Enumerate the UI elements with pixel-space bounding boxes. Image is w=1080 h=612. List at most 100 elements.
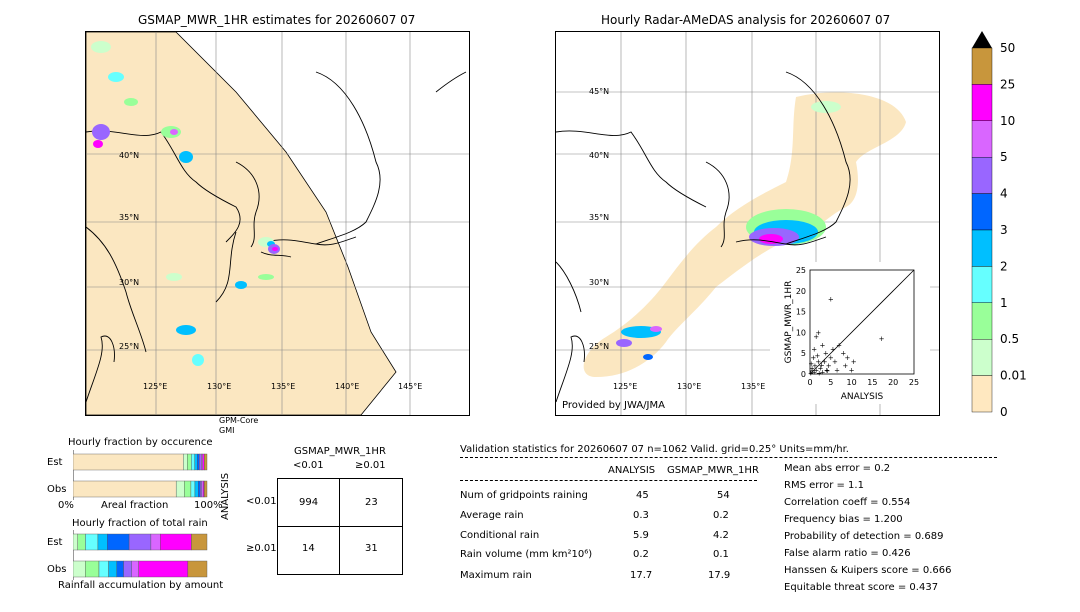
bar-segment (128, 533, 152, 551)
scatter-point: + (824, 366, 830, 374)
bar-segment (202, 453, 205, 471)
scatter-point: + (845, 354, 851, 362)
occurrence-est-label: Est (47, 457, 63, 468)
contingency-cell: 14 (302, 543, 315, 554)
colorbar-segment (971, 156, 993, 194)
right-map-title: Hourly Radar-AMeDAS analysis for 2026060… (601, 13, 891, 27)
scatter-point: + (815, 358, 821, 366)
stat-row-b: 4.2 (713, 530, 729, 541)
stat-row-label: Maximum rain (460, 570, 532, 581)
colorbar-label: 3 (1000, 223, 1008, 237)
colorbar-segment (971, 266, 993, 303)
scatter-point: + (820, 341, 826, 349)
contingency-cell: 994 (299, 497, 319, 508)
bar-segment (160, 533, 192, 551)
bar-segment (73, 453, 184, 471)
scatter-y-tick: 25 (796, 266, 806, 275)
contingency-cell: 23 (365, 497, 378, 508)
stat-row-b: 0.1 (713, 549, 729, 560)
bar-segment (175, 480, 185, 498)
left-map-rain (91, 41, 280, 366)
scatter-y-tick: 5 (801, 349, 806, 358)
scatter-y-tick: 15 (796, 308, 806, 317)
bar-segment (191, 453, 195, 471)
colorbar-label: 10 (1000, 114, 1015, 128)
scatter-xlabel: ANALYSIS (841, 392, 884, 402)
stat-row-a: 0.2 (633, 549, 649, 560)
bar-segment (85, 533, 99, 551)
bar-segment (116, 560, 124, 578)
bar-segment (187, 453, 192, 471)
bar-segment (184, 480, 192, 498)
scatter-point: + (813, 366, 819, 374)
colorbar-svg: 50 25 10 5 4 3 2 1 0.5 0.01 0 (971, 31, 1027, 419)
bar-segment (198, 480, 201, 498)
validation-col2: GSMAP_MWR_1HR (667, 465, 759, 476)
bar-segment (107, 533, 130, 551)
score-line: RMS error = 1.1 (784, 480, 864, 491)
right-lat-label: 45°N (589, 87, 609, 96)
scatter-points: +++++++++++++++++++++++++++++++++++ (808, 296, 885, 378)
contingency-cell: 31 (365, 543, 378, 554)
left-lon-label: 140°E (335, 382, 359, 391)
scatter-point: + (823, 350, 829, 358)
bar-segment (201, 480, 204, 498)
right-map-coastline (556, 71, 851, 403)
scatter-x-tick: 5 (828, 378, 833, 387)
validation-col1: ANALYSIS (608, 465, 656, 476)
scatter-plot: +++++++++++++++++++++++++++++++++++ 0 5 10… (784, 266, 919, 402)
bar-segment (197, 453, 200, 471)
bar-segment (201, 453, 203, 471)
colorbar-label: 0 (1000, 405, 1008, 419)
stat-row-a: 5.9 (633, 530, 649, 541)
score-line: Frequency bias = 1.200 (784, 514, 903, 525)
stat-row-label: Rain volume (mm km²10⁶) (460, 549, 593, 560)
right-lon-label: 125°E (613, 382, 637, 391)
bar-segment (73, 480, 177, 498)
stat-row-label: Num of gridpoints raining (460, 490, 588, 501)
scatter-point: + (842, 362, 848, 370)
colorbar-segment (971, 302, 993, 340)
satellite-label-1: GPM-Core (219, 416, 259, 425)
occurrence-bars (73, 450, 208, 500)
right-lat-label: 30°N (589, 278, 609, 287)
occurrence-x100: 100% (194, 500, 223, 511)
scatter-x-tick: 0 (807, 378, 812, 387)
scatter-point: + (879, 335, 885, 343)
bar-segment (123, 560, 132, 578)
left-lat-label: 30°N (119, 278, 139, 287)
scatter-y-tick: 10 (796, 328, 806, 337)
colorbar-label: 1 (1000, 296, 1008, 310)
scatter-point: + (820, 368, 826, 376)
score-line: Hanssen & Kuipers score = 0.666 (784, 565, 952, 576)
contingency-col-label: <0.01 (293, 460, 324, 471)
scatter-point: + (840, 350, 846, 358)
colorbar-segment (971, 375, 993, 413)
left-lon-label: 135°E (271, 382, 295, 391)
left-map-grid (86, 32, 469, 415)
scatter-point: + (809, 364, 815, 372)
scatter-point: + (811, 346, 817, 354)
bar-segment (199, 453, 202, 471)
bar-segment (97, 533, 108, 551)
scatter-point: + (825, 367, 831, 375)
scatter-x-tick: 10 (847, 378, 857, 387)
satellite-label-2: GMI (219, 426, 235, 435)
score-line: Correlation coeff = 0.554 (784, 497, 911, 508)
total-rain-est-label: Est (47, 537, 63, 548)
occurrence-title: Hourly fraction by occurence (68, 437, 213, 448)
scatter-point: + (826, 362, 832, 370)
stat-row-label: Average rain (460, 510, 524, 521)
left-lon-label: 145°E (398, 382, 422, 391)
bar-segment (183, 453, 188, 471)
validation-header: Validation statistics for 20260607 07 n=… (460, 444, 849, 455)
contingency-side-label: ANALYSIS (220, 472, 231, 520)
scatter-point: + (809, 367, 815, 375)
colorbar-label: 0.01 (1000, 369, 1027, 383)
occurrence-x0: 0% (58, 500, 74, 511)
colorbar-segment (971, 229, 993, 267)
scatter-point: + (822, 358, 828, 366)
scatter-point: + (828, 296, 834, 304)
colorbar-label: 4 (1000, 187, 1008, 201)
stat-row-label: Conditional rain (460, 530, 540, 541)
